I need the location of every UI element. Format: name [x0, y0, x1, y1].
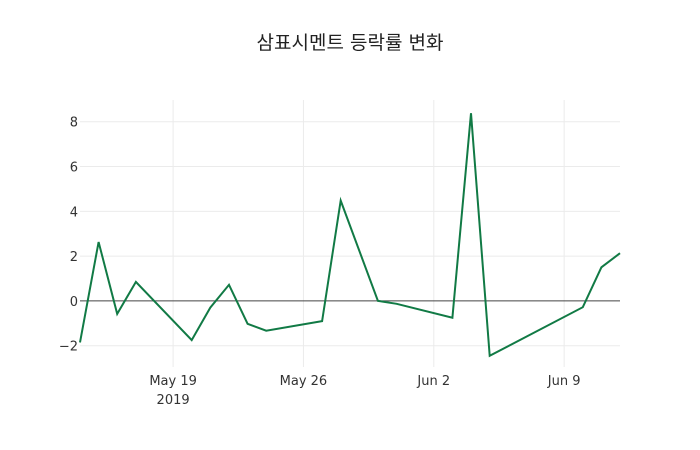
x-tick-label: May 26 [280, 374, 328, 389]
y-tick-label: 0 [70, 295, 78, 310]
y-tick-label: −2 [59, 340, 78, 355]
x-tick-label: 2019 [157, 393, 190, 408]
x-tick-label: May 19 [149, 374, 197, 389]
y-tick-label: 4 [70, 205, 78, 220]
y-tick-label: 2 [70, 250, 78, 265]
series-line[interactable] [79, 113, 621, 358]
x-axis-ticks: May 19 2019 May 26 Jun 2 Jun 9 [149, 374, 580, 408]
y-tick-label: 8 [70, 116, 78, 131]
y-tick-label: 6 [70, 161, 78, 176]
x-gridlines [172, 100, 565, 367]
y-axis-ticks: −2 0 2 4 6 8 [59, 116, 78, 355]
x-tick-label: Jun 9 [547, 374, 581, 389]
x-tick-label: Jun 2 [416, 374, 450, 389]
chart-title: 삼표시멘트 등락률 변화 [256, 32, 444, 54]
y-gridlines [80, 121, 620, 347]
